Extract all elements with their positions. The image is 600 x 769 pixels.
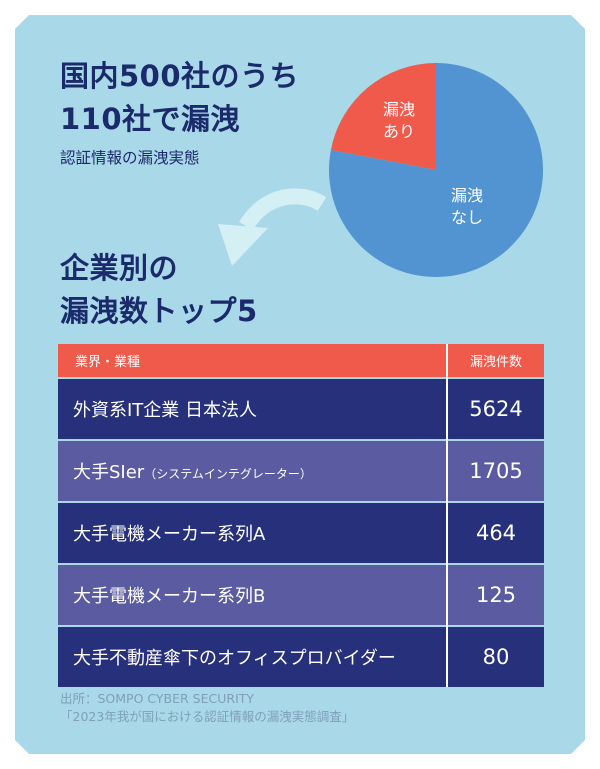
source-line-2: 「2023年我が国における認証情報の漏洩実態調査」 (60, 709, 355, 724)
row-industry: 大手不動産傘下のオフィスプロバイダー (58, 625, 447, 687)
row-count: 125 (446, 563, 544, 626)
pie-label-not-leaked-2: なし (451, 208, 483, 227)
row-count: 464 (446, 501, 544, 564)
row-industry-name: 大手SIer (73, 462, 145, 483)
header-industry: 業界・業種 (58, 344, 447, 378)
row-industry-suffix: （システムインテグレーター） (144, 467, 312, 481)
pie-slice-leaked (330, 63, 436, 170)
row-industry-name: 大手電機メーカー系列A (73, 524, 266, 545)
table-row: 大手SIer（システムインテグレーター） 1705 (58, 439, 544, 502)
headline: 国内500社のうち 110社で漏洩 (60, 55, 299, 141)
row-count: 1705 (446, 439, 544, 502)
pie-slice-not-leaked (329, 63, 543, 277)
pie-label-not-leaked-1: 漏洩 (451, 186, 483, 205)
row-count: 5624 (446, 377, 544, 440)
row-industry: 大手電機メーカー系列B (58, 563, 447, 626)
subtitle: 認証情報の漏洩実態 (60, 149, 200, 167)
header-count: 漏洩件数 (446, 344, 544, 378)
leak-ranking-table: 業界・業種 漏洩件数 外資系IT企業 日本法人 5624 大手SIer（システム… (58, 344, 544, 687)
table-row: 大手電機メーカー系列A 464 (58, 501, 544, 564)
pie-label-leaked-1: 漏洩 (383, 100, 415, 119)
pie-label-leaked-2: あり (383, 122, 415, 141)
ranking-title: 企業別の 漏洩数トップ5 (60, 247, 258, 333)
row-count: 80 (446, 625, 544, 687)
headline-line-1: 国内500社のうち (60, 59, 300, 93)
row-industry: 外資系IT企業 日本法人 (58, 377, 447, 440)
headline-line-2: 110社で漏洩 (60, 102, 241, 136)
row-industry: 大手電機メーカー系列A (58, 501, 447, 564)
ranking-title-line-1: 企業別の (60, 251, 179, 285)
row-industry-name: 大手不動産傘下のオフィスプロバイダー (73, 648, 396, 669)
table-header-row: 業界・業種 漏洩件数 (58, 344, 544, 378)
row-industry-name: 外資系IT企業 日本法人 (73, 400, 258, 421)
source-note: 出所：SOMPO CYBER SECURITY 「2023年我が国における認証情… (60, 690, 354, 726)
leak-pie-chart: 漏洩 あり 漏洩 なし (329, 63, 543, 277)
row-industry: 大手SIer（システムインテグレーター） (58, 439, 447, 502)
curved-arrow-icon (218, 188, 327, 266)
table-row: 大手不動産傘下のオフィスプロバイダー 80 (58, 625, 544, 687)
table-row: 外資系IT企業 日本法人 5624 (58, 377, 544, 440)
table-row: 大手電機メーカー系列B 125 (58, 563, 544, 626)
row-industry-name: 大手電機メーカー系列B (73, 586, 266, 607)
source-line-1: 出所：SOMPO CYBER SECURITY (60, 691, 255, 706)
ranking-title-line-2: 漏洩数トップ5 (60, 294, 258, 328)
